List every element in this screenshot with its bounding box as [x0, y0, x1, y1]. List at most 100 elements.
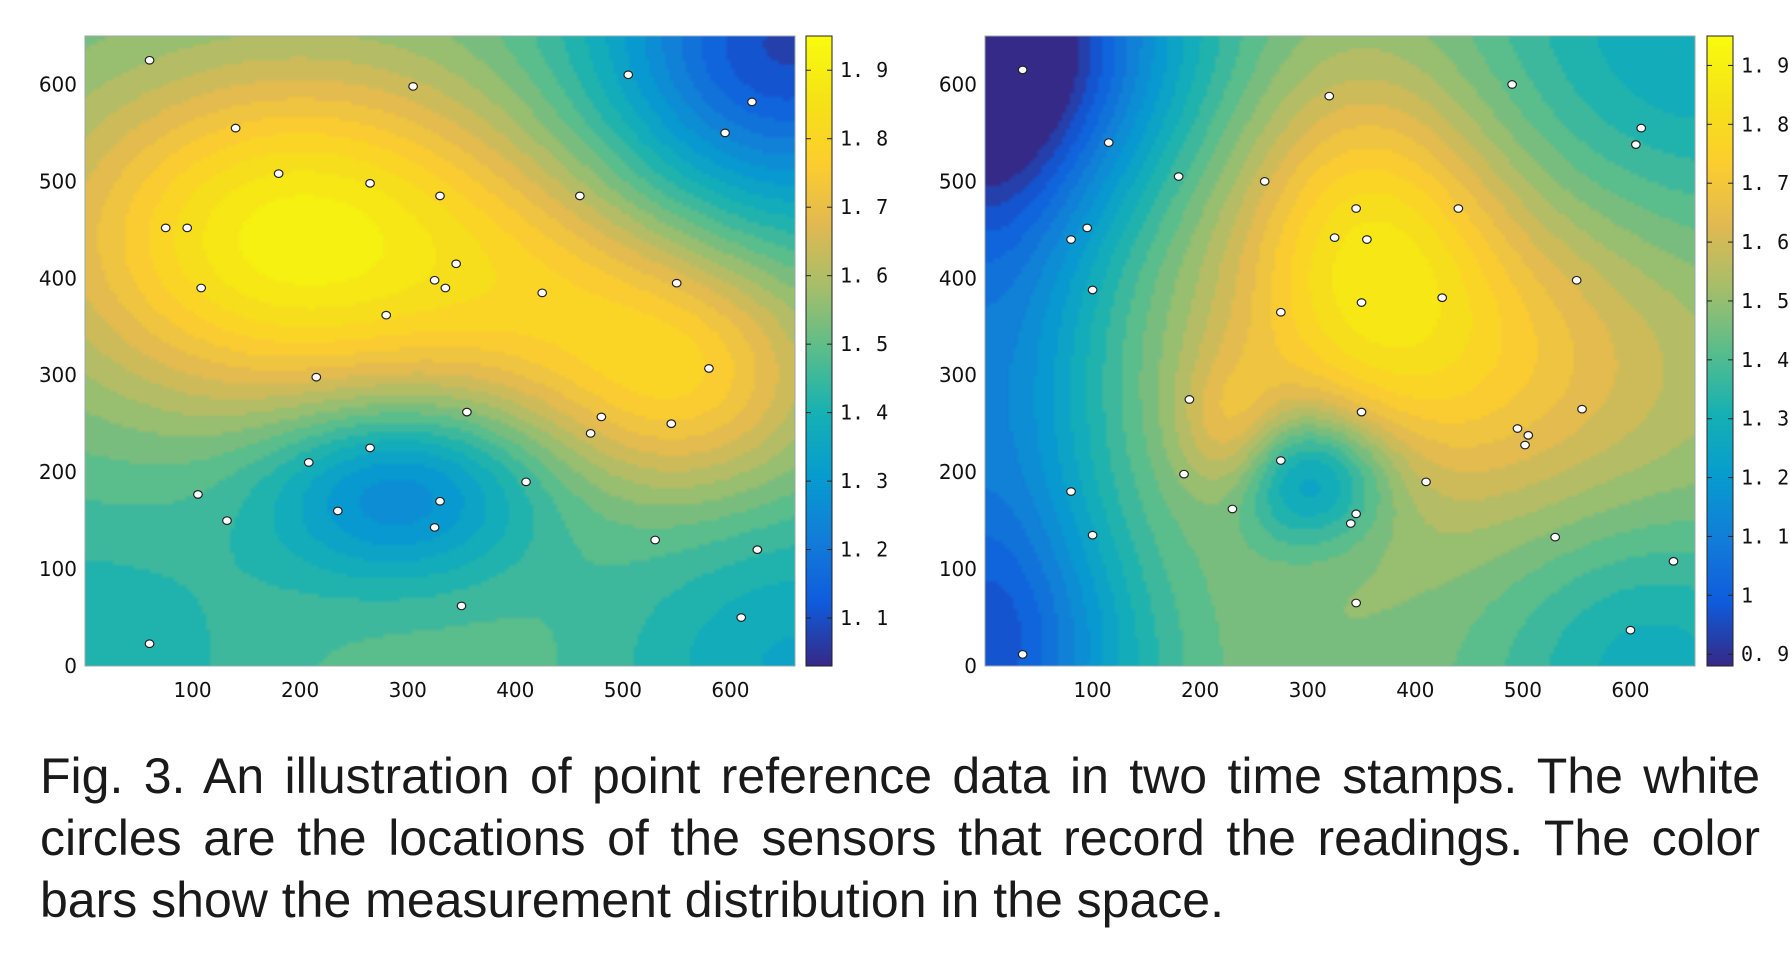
sensor-marker	[365, 443, 375, 453]
sensor-marker	[666, 419, 677, 429]
sensor-marker	[574, 191, 585, 201]
y-tick-label: 500	[39, 169, 77, 193]
sensor-marker	[182, 223, 193, 233]
sensor-marker	[332, 506, 343, 516]
left-heatmap-panel: 100 200 300 400 500 600 0 100 200 300 400 500 600 1. …	[39, 35, 888, 702]
sensor-marker	[451, 259, 462, 269]
x-tick-label: 400	[496, 678, 534, 702]
sensor-marker	[1324, 91, 1335, 101]
y-tick-label: 300	[39, 363, 77, 387]
heatmap-field	[985, 36, 1695, 666]
sensor-marker	[222, 516, 232, 526]
colorbar-tick-label: 1	[1741, 583, 1753, 607]
sensor-marker	[1512, 424, 1523, 433]
sensor-marker	[435, 191, 445, 201]
x-tick-label: 300	[389, 678, 427, 702]
y-tick-label: 0	[64, 654, 77, 678]
sensor-marker	[144, 55, 155, 65]
sensor-marker	[521, 477, 531, 487]
sensor-marker	[1351, 598, 1362, 608]
sensor-marker	[650, 535, 661, 545]
y-tick-label: 400	[39, 266, 77, 290]
colorbar-tick-label: 1. 7	[1741, 171, 1789, 195]
y-tick-label: 0	[964, 654, 977, 678]
colorbar-tick-label: 1. 8	[1741, 112, 1789, 136]
sensor-marker	[408, 81, 419, 91]
sensor-marker	[1275, 456, 1286, 465]
colorbar-tick-label: 1. 6	[840, 264, 888, 288]
colorbar-tick-label: 1. 4	[840, 401, 888, 425]
y-tick-label: 300	[939, 363, 977, 387]
sensor-marker	[1184, 395, 1195, 404]
sensor-marker	[1275, 307, 1286, 317]
sensor-marker	[704, 364, 714, 373]
sensor-marker	[671, 278, 682, 288]
colorbar-tick-label: 1. 2	[1741, 466, 1789, 490]
sensor-marker	[1668, 556, 1679, 566]
colorbar-tick-label: 1. 9	[840, 58, 888, 82]
x-tick-label: 500	[1504, 678, 1542, 702]
colorbar-tick-label: 1. 3	[1741, 407, 1789, 431]
sensor-marker	[1577, 404, 1587, 414]
sensor-marker	[1625, 625, 1636, 635]
x-tick-label: 300	[1289, 678, 1327, 702]
sensor-marker	[273, 169, 284, 179]
sensor-marker	[596, 412, 607, 422]
sensor-marker	[1453, 204, 1464, 213]
sensor-marker	[1520, 440, 1530, 450]
sensor-marker	[1087, 530, 1098, 540]
x-tick-label: 600	[711, 678, 749, 702]
sensor-marker	[230, 123, 241, 133]
sensor-marker	[1087, 285, 1098, 295]
sensor-marker	[196, 283, 207, 293]
sensor-marker	[461, 407, 472, 417]
colorbar-tick-label: 1. 7	[840, 195, 888, 219]
sensor-marker	[752, 545, 763, 555]
y-tick-label: 200	[39, 460, 77, 484]
sensor-marker	[1351, 509, 1362, 519]
figure-caption: Fig. 3. An illustration of point referen…	[40, 748, 1760, 928]
sensor-marker	[1017, 65, 1028, 75]
sensor-marker	[1227, 504, 1238, 514]
sensor-marker	[1259, 176, 1270, 186]
sensor-marker	[1345, 519, 1356, 528]
sensor-marker	[1356, 298, 1367, 307]
colorbar-frame	[805, 35, 833, 667]
colorbar-tick-label: 1. 4	[1741, 348, 1789, 372]
colorbar-gradient	[1707, 36, 1733, 666]
y-tick-label: 600	[39, 72, 77, 96]
colorbar-tick-label: 1. 1	[840, 606, 888, 630]
sensor-marker	[1507, 80, 1518, 89]
colorbar-tick-label: 1. 1	[1741, 524, 1789, 548]
plot-frame	[84, 35, 796, 667]
sensor-marker	[585, 428, 596, 438]
sensor-marker	[429, 523, 440, 532]
colorbar-tick-label: 1. 5	[1741, 289, 1789, 313]
sensor-marker	[1179, 469, 1189, 479]
sensor-marker	[736, 613, 747, 622]
colorbar-frame	[1706, 35, 1734, 667]
colorbar-tick-label: 1. 2	[840, 538, 888, 562]
sensor-marker	[1636, 123, 1647, 133]
sensor-marker	[1550, 532, 1561, 542]
sensor-marker	[303, 458, 314, 467]
colorbar-tick-label: 1. 5	[840, 332, 888, 356]
y-tick-label: 100	[939, 557, 977, 581]
sensor-marker	[1329, 233, 1340, 243]
plot-frame	[984, 35, 1696, 667]
sensor-marker	[144, 639, 155, 649]
y-tick-label: 100	[39, 557, 77, 581]
sensor-marker	[440, 283, 451, 293]
y-tick-label: 200	[939, 460, 977, 484]
x-tick-label: 600	[1611, 678, 1649, 702]
right-heatmap-panel: 100 200 300 400 500 600 0 100 200 300 400 500 600 0. …	[939, 35, 1789, 702]
sensor-marker	[1066, 487, 1076, 496]
sensor-marker	[1571, 275, 1582, 285]
sensor-marker	[365, 178, 375, 188]
y-tick-label: 600	[939, 72, 977, 96]
sensor-marker	[1356, 407, 1367, 417]
sensor-marker	[1082, 223, 1093, 233]
colorbar-tick-label: 1. 9	[1741, 53, 1789, 77]
colorbar-tick-label: 1. 8	[840, 127, 888, 151]
